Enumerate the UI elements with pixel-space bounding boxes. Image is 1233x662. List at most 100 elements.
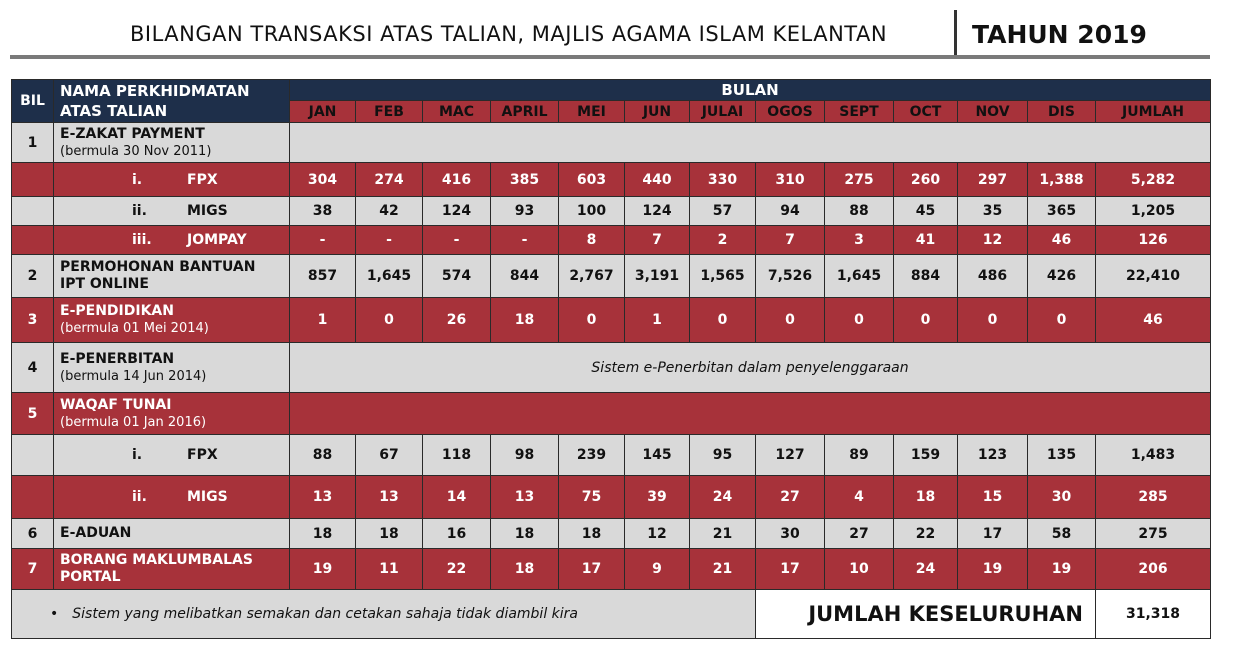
month-value-cell: 14 bbox=[422, 475, 491, 519]
month-value-cell: 0 bbox=[824, 297, 894, 343]
month-value-cell: - bbox=[289, 225, 356, 255]
month-value-cell: 123 bbox=[957, 434, 1028, 476]
month-value-cell: 1,645 bbox=[824, 254, 894, 298]
row-bil bbox=[11, 196, 54, 226]
month-header: MEI bbox=[558, 100, 625, 123]
service-cell: BORANG MAKLUMBALAS PORTAL bbox=[53, 548, 290, 590]
month-value-cell: 35 bbox=[957, 196, 1028, 226]
month-value-cell: 0 bbox=[755, 297, 825, 343]
empty-values bbox=[288, 122, 1212, 163]
sub-service-cell: i. FPX bbox=[53, 162, 290, 197]
month-value-cell: 46 bbox=[1027, 225, 1096, 255]
service-name: PERMOHONAN BANTUAN bbox=[60, 259, 256, 275]
empty-values bbox=[288, 392, 1212, 435]
month-header: NOV bbox=[957, 100, 1028, 123]
sub-service-name: MIGS bbox=[187, 203, 228, 219]
month-value-cell: 0 bbox=[893, 297, 958, 343]
month-value-cell: 75 bbox=[558, 475, 625, 519]
row-bil: 1 bbox=[11, 122, 54, 163]
sub-service-cell: i. FPX bbox=[53, 434, 290, 476]
sub-service-cell: ii. MIGS bbox=[53, 475, 290, 519]
month-value-cell: 18 bbox=[355, 518, 423, 549]
month-value-cell: 159 bbox=[893, 434, 958, 476]
title-divider bbox=[954, 10, 957, 56]
month-value-cell: 89 bbox=[824, 434, 894, 476]
month-value-cell: 1,645 bbox=[355, 254, 423, 298]
month-value-cell: 19 bbox=[957, 548, 1028, 590]
footer-note-cell: • Sistem yang melibatkan semakan dan ceta… bbox=[11, 589, 756, 639]
month-value-cell: 1 bbox=[289, 297, 356, 343]
month-value-cell: 2 bbox=[689, 225, 756, 255]
month-value-cell: 304 bbox=[289, 162, 356, 197]
month-value-cell: 486 bbox=[957, 254, 1028, 298]
service-name: E-PENERBITAN bbox=[60, 350, 175, 367]
month-value-cell: 67 bbox=[355, 434, 423, 476]
month-value-cell: 260 bbox=[893, 162, 958, 197]
month-value-cell: 18 bbox=[490, 548, 559, 590]
month-value-cell: 426 bbox=[1027, 254, 1096, 298]
month-value-cell: 17 bbox=[755, 548, 825, 590]
row-bil bbox=[11, 162, 54, 197]
month-header: FEB bbox=[355, 100, 423, 123]
month-value-cell: 30 bbox=[755, 518, 825, 549]
month-value-cell: 330 bbox=[689, 162, 756, 197]
month-value-cell: 7,526 bbox=[755, 254, 825, 298]
row-total-cell: 46 bbox=[1094, 297, 1212, 343]
grand-total-label: JUMLAH KESELURUHAN bbox=[755, 589, 1096, 639]
month-value-cell: 10 bbox=[824, 548, 894, 590]
month-value-cell: 8 bbox=[558, 225, 625, 255]
header-bil: BIL bbox=[11, 79, 54, 123]
sub-service-cell: ii. MIGS bbox=[53, 196, 290, 226]
row-total-cell: 22,410 bbox=[1094, 254, 1212, 298]
service-name: E-ZAKAT PAYMENT bbox=[60, 125, 205, 142]
header-service-line2: ATAS TALIAN bbox=[60, 102, 168, 120]
service-cell: PERMOHONAN BANTUAN IPT ONLINE bbox=[53, 254, 290, 298]
month-value-cell: 9 bbox=[624, 548, 690, 590]
month-value-cell: 440 bbox=[624, 162, 690, 197]
service-name: E-PENDIDIKAN bbox=[60, 303, 174, 319]
month-value-cell: 57 bbox=[689, 196, 756, 226]
sub-item-number: ii. bbox=[132, 489, 147, 505]
month-value-cell: 13 bbox=[289, 475, 356, 519]
month-value-cell: 1 bbox=[624, 297, 690, 343]
month-value-cell: 98 bbox=[490, 434, 559, 476]
month-value-cell: 58 bbox=[1027, 518, 1096, 549]
month-value-cell: 3 bbox=[824, 225, 894, 255]
month-value-cell: 3,191 bbox=[624, 254, 690, 298]
month-value-cell: 4 bbox=[824, 475, 894, 519]
sub-item-number: ii. bbox=[132, 203, 147, 219]
month-value-cell: 0 bbox=[355, 297, 423, 343]
month-value-cell: 1,388 bbox=[1027, 162, 1096, 197]
month-value-cell: 88 bbox=[824, 196, 894, 226]
service-cell: E-ADUAN bbox=[53, 518, 290, 549]
month-value-cell: 15 bbox=[957, 475, 1028, 519]
service-cell: E-PENDIDIKAN (bermula 01 Mei 2014) bbox=[53, 297, 290, 343]
month-header: OGOS bbox=[755, 100, 825, 123]
month-value-cell: 39 bbox=[624, 475, 690, 519]
sub-item-number: i. bbox=[132, 447, 143, 463]
month-value-cell: 21 bbox=[689, 518, 756, 549]
month-value-cell: - bbox=[422, 225, 491, 255]
service-name: WAQAF TUNAI bbox=[60, 396, 172, 413]
month-value-cell: 275 bbox=[824, 162, 894, 197]
grand-total-value: 31,318 bbox=[1094, 589, 1212, 639]
month-value-cell: 0 bbox=[957, 297, 1028, 343]
sub-service-name: FPX bbox=[187, 171, 218, 188]
service-start-date: (bermula 01 Mei 2014) bbox=[60, 321, 209, 336]
month-value-cell: 13 bbox=[355, 475, 423, 519]
footer-note: Sistem yang melibatkan semakan dan cetak… bbox=[72, 606, 578, 622]
month-header: APRIL bbox=[490, 100, 559, 123]
service-name-line2: PORTAL bbox=[60, 569, 121, 585]
month-value-cell: 21 bbox=[689, 548, 756, 590]
row-bil bbox=[11, 434, 54, 476]
month-header: JULAI bbox=[689, 100, 756, 123]
service-cell: E-PENERBITAN (bermula 14 Jun 2014) bbox=[53, 342, 290, 393]
month-value-cell: 574 bbox=[422, 254, 491, 298]
month-header: MAC bbox=[422, 100, 491, 123]
month-value-cell: 26 bbox=[422, 297, 491, 343]
month-value-cell: 18 bbox=[289, 518, 356, 549]
month-value-cell: 135 bbox=[1027, 434, 1096, 476]
month-header: JAN bbox=[289, 100, 356, 123]
row-bil: 2 bbox=[11, 254, 54, 298]
bullet-icon: • bbox=[50, 606, 59, 622]
